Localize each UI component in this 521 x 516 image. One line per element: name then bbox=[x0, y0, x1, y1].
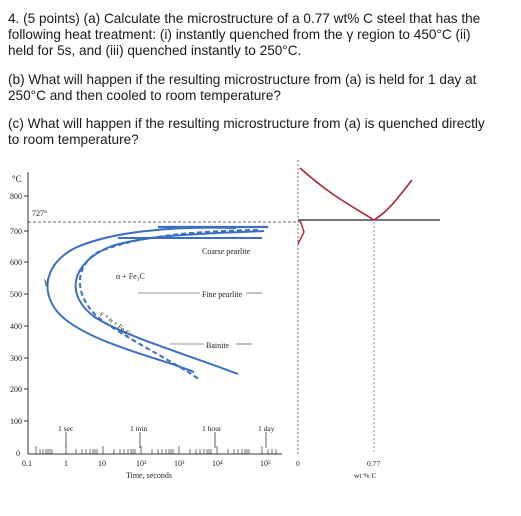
part-c-line: to room temperature? bbox=[8, 132, 139, 147]
x-tick-label: 10³ bbox=[174, 459, 185, 468]
bainite-label: Bainite bbox=[206, 341, 230, 350]
time-marker-label: 1 day bbox=[258, 424, 275, 433]
phase-x-tick-label: 0.77 bbox=[367, 459, 380, 468]
intro-line: 4. (5 points) (a) Calculate the microstr… bbox=[8, 11, 481, 26]
ferrite-solvus-line bbox=[297, 219, 305, 245]
gamma-alpha-fe3c-label: γ + α + Fe₃C bbox=[98, 309, 132, 338]
y-tick-label: 400 bbox=[10, 322, 22, 331]
y-tick-label: 0 bbox=[16, 449, 20, 458]
a3-line bbox=[299, 167, 375, 221]
time-marker-label: 1 min bbox=[130, 424, 148, 433]
time-marker-labels: 1 sec 1 min 1 hour 1 day bbox=[58, 424, 275, 433]
intro-line: held for 5s, and (iii) quenched instantl… bbox=[8, 43, 302, 58]
x-tick-label: 10² bbox=[136, 459, 147, 468]
y-ticks bbox=[24, 195, 28, 422]
x-axis-label: Time, seconds bbox=[126, 471, 172, 480]
coarse-pearlite-label: Coarse pearlite bbox=[202, 247, 251, 256]
y-tick-label: 300 bbox=[10, 354, 22, 363]
phase-x-axis-label: wt % C bbox=[354, 471, 377, 480]
y-tick-label: 500 bbox=[10, 290, 22, 299]
y-tick-label: 800 bbox=[10, 192, 22, 201]
y-tick-label: 600 bbox=[10, 258, 22, 267]
x-tick-label: 0.1 bbox=[22, 459, 32, 468]
eutectoid-label: 727° bbox=[32, 209, 47, 218]
transformation-start-curve bbox=[46, 226, 237, 373]
gamma-region-label: γ bbox=[43, 276, 48, 286]
time-marker-label: 1 hour bbox=[202, 424, 222, 433]
fine-pearlite-label: Fine pearlite bbox=[202, 290, 243, 299]
phase-x-tick-label: 0 bbox=[296, 459, 300, 468]
alpha-fe3c-label: α + Fe₃C bbox=[116, 272, 145, 281]
time-marker-lines bbox=[65, 432, 267, 448]
y-tick-label: 200 bbox=[10, 385, 22, 394]
y-tick-labels: 800 700 600 500 400 300 200 100 0 bbox=[10, 192, 22, 458]
x-tick-label: 1 bbox=[64, 459, 68, 468]
intro-line: following heat treatment: (i) instantly … bbox=[8, 27, 471, 42]
half-transformation-curve bbox=[79, 229, 259, 381]
x-tick-labels: 0.1 1 10 10² 10³ 10⁴ 10⁵ bbox=[22, 459, 271, 468]
ttt-diagram: °C 800 700 600 500 400 300 200 100 0 bbox=[10, 172, 300, 480]
part-c-line: (c) What will happen if the resulting mi… bbox=[8, 116, 485, 131]
x-tick-label: 10 bbox=[98, 459, 106, 468]
phase-diagram: 0 0.77 wt % C bbox=[296, 160, 440, 480]
y-tick-label: 700 bbox=[10, 227, 22, 236]
y-tick-label: 100 bbox=[10, 417, 22, 426]
problem-intro: 4. (5 points) (a) Calculate the microstr… bbox=[8, 11, 513, 59]
y-unit-label: °C bbox=[12, 174, 22, 184]
transformation-end-curve bbox=[74, 230, 265, 375]
part-b-line: 250°C and then cooled to room temperatur… bbox=[8, 88, 281, 103]
acm-line bbox=[373, 179, 413, 221]
x-ticks bbox=[35, 446, 277, 454]
x-tick-label: 10⁵ bbox=[260, 459, 271, 468]
time-marker-label: 1 sec bbox=[58, 424, 74, 433]
part-b-line: (b) What will happen if the resulting mi… bbox=[8, 72, 477, 87]
problem-part-b: (b) What will happen if the resulting mi… bbox=[8, 72, 513, 104]
x-tick-label: 10⁴ bbox=[212, 459, 223, 468]
problem-part-c: (c) What will happen if the resulting mi… bbox=[8, 116, 513, 148]
